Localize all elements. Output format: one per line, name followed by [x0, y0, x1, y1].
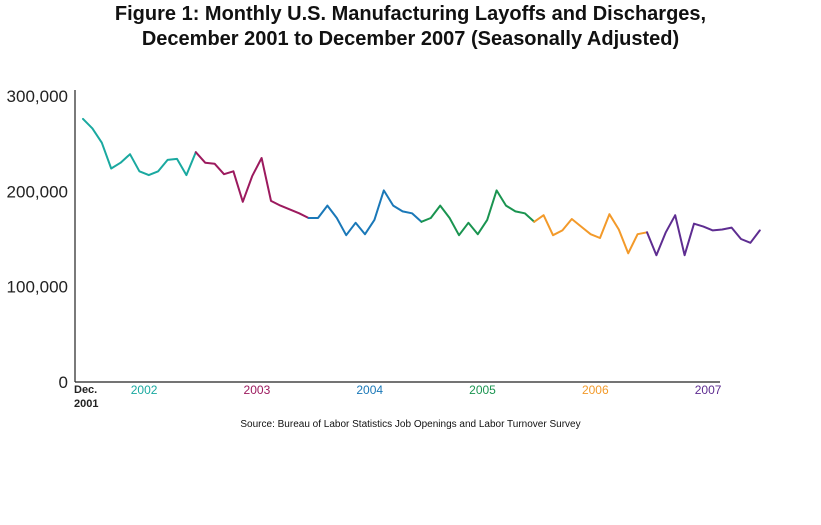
x-tick-label-year-2006: 2006 [582, 383, 609, 397]
series-line-2003 [194, 151, 310, 219]
source-note: Source: Bureau of Labor Statistics Job O… [240, 419, 581, 430]
x-tick-label-first-line-2: 2001 [74, 398, 98, 410]
series-line-2006 [533, 213, 648, 255]
y-tick-label: 0 [59, 373, 68, 392]
x-tick-label-year-2003: 2003 [244, 383, 271, 397]
chart-title: Figure 1: Monthly U.S. Manufacturing Lay… [0, 2, 821, 52]
x-tick-label-year-2007: 2007 [695, 383, 722, 397]
series-line-2002 [82, 117, 197, 177]
chart-title-line-1: Figure 1: Monthly U.S. Manufacturing Lay… [114, 3, 707, 25]
x-tick-label-year-2004: 2004 [356, 383, 383, 397]
series-line-2004 [307, 189, 423, 237]
x-tick-label-year-2005: 2005 [469, 383, 496, 397]
x-tick-label-first-line-1: Dec. [74, 384, 97, 396]
series-line-2005 [420, 189, 536, 237]
series-line-2007 [646, 214, 761, 257]
y-tick-label: 300,000 [7, 87, 68, 106]
y-tick-label: 200,000 [7, 182, 68, 201]
x-tick-label-year-2002: 2002 [131, 383, 158, 397]
chart-title-line-2: December 2001 to December 2007 (Seasonal… [141, 28, 680, 50]
y-tick-label: 100,000 [7, 278, 68, 297]
